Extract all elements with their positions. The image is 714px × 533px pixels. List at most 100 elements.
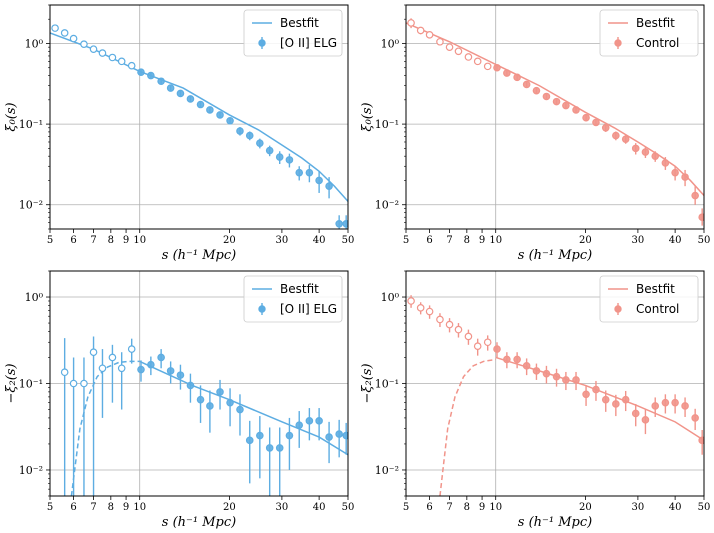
data-point-open	[436, 37, 444, 46]
data-point	[256, 139, 264, 147]
xtick-label: 9	[123, 502, 129, 513]
data-point	[522, 362, 531, 370]
data-point	[552, 372, 561, 381]
data-point	[582, 113, 590, 122]
data-point	[503, 355, 511, 364]
data-point-open	[445, 43, 454, 51]
data-point	[196, 395, 205, 404]
data-point-open	[127, 345, 136, 353]
data-point	[295, 168, 304, 177]
data-point	[582, 390, 590, 399]
data-point	[503, 69, 511, 77]
legend-label-points: Control	[636, 36, 679, 50]
xtick-label: 10	[489, 235, 502, 246]
xtick-label: 30	[632, 235, 645, 246]
data-point	[315, 176, 323, 185]
xtick-label: 7	[90, 502, 96, 513]
legend-label-points: [O II] ELG	[280, 36, 337, 50]
data-point-open	[89, 45, 98, 53]
x-axis-label: s (h⁻¹ Mpc)	[162, 515, 236, 530]
bestfit-line	[50, 32, 348, 202]
axes-frame	[49, 4, 349, 230]
data-point-open	[117, 57, 126, 66]
panel-0: 10⁻² 10⁻¹ 10⁰ 5 6 7 8 9 10 20 30 40 50 s (h⁻¹ Mpc) ξ₀(…	[4, 4, 354, 263]
data-point	[651, 402, 660, 410]
legend: Bestfit Control	[599, 9, 699, 57]
legend-point-icon	[614, 39, 622, 47]
data-point	[315, 417, 323, 425]
xtick-label: 5	[403, 235, 409, 246]
data-point	[226, 116, 234, 125]
data-point	[681, 402, 689, 410]
bestfit-dashed-line	[70, 360, 140, 496]
data-point	[166, 84, 175, 92]
ytick-label: 10⁻¹	[375, 378, 399, 391]
xtick-label: 5	[47, 502, 53, 513]
data-point	[295, 421, 304, 429]
data-point	[245, 131, 254, 140]
data-point	[522, 80, 531, 89]
data-point-open	[108, 353, 117, 362]
xtick-label: 20	[579, 502, 592, 513]
data-point	[572, 376, 580, 384]
data-point	[513, 73, 521, 82]
xtick-label: 8	[108, 502, 114, 513]
data-point	[186, 95, 195, 103]
xtick-label: 30	[276, 235, 289, 246]
data-point	[342, 431, 348, 440]
x-axis-label: s (h⁻¹ Mpc)	[518, 515, 592, 530]
x-axis-label: s (h⁻¹ Mpc)	[162, 248, 236, 263]
data-point	[285, 156, 294, 164]
data-point	[592, 385, 600, 394]
ytick-label: 10⁻²	[19, 199, 43, 212]
data-point-open	[69, 34, 78, 43]
xtick-label: 5	[47, 235, 53, 246]
xtick-label: 10	[489, 502, 502, 513]
xtick-label: 7	[446, 235, 452, 246]
xtick-label: 9	[479, 502, 485, 513]
bestfit-dashed-line	[439, 358, 496, 496]
data-point	[342, 220, 348, 228]
data-point	[137, 68, 145, 77]
y-axis-label: ξ₀(s)	[360, 102, 375, 131]
data-point	[285, 431, 294, 440]
data-point-open	[98, 49, 107, 57]
data-point	[176, 89, 185, 98]
legend-label-line: Bestfit	[636, 282, 675, 296]
data-point-open	[89, 348, 98, 357]
data-point	[592, 118, 600, 127]
legend-label-line: Bestfit	[280, 16, 319, 30]
xtick-label: 40	[669, 235, 682, 246]
data-point	[325, 433, 333, 441]
legend-label-line: Bestfit	[636, 16, 675, 30]
data-point	[226, 398, 234, 407]
data-point	[572, 106, 580, 114]
data-point	[265, 146, 274, 155]
data-point	[166, 367, 175, 375]
data-point	[513, 355, 521, 364]
data-point	[216, 111, 224, 119]
data-point	[542, 369, 551, 378]
plot-area	[50, 24, 348, 229]
ytick-label: 10⁰	[25, 37, 44, 50]
x-axis-label: s (h⁻¹ Mpc)	[518, 248, 592, 263]
data-point	[542, 92, 551, 101]
xtick-label: 50	[342, 502, 355, 513]
data-point	[186, 381, 195, 390]
ytick-label: 10⁻²	[19, 464, 43, 477]
data-point	[691, 414, 699, 422]
data-point	[325, 182, 333, 190]
data-point	[196, 100, 205, 109]
xtick-label: 30	[632, 502, 645, 513]
xtick-label: 40	[669, 502, 682, 513]
data-point-open	[464, 332, 473, 341]
data-point	[532, 367, 541, 375]
ytick-label: 10⁰	[381, 37, 400, 50]
data-point	[552, 97, 561, 106]
axes-frame	[49, 270, 349, 497]
data-point	[265, 444, 274, 452]
legend-box	[243, 275, 343, 323]
xtick-label: 8	[464, 502, 470, 513]
data-point-open	[407, 19, 415, 27]
